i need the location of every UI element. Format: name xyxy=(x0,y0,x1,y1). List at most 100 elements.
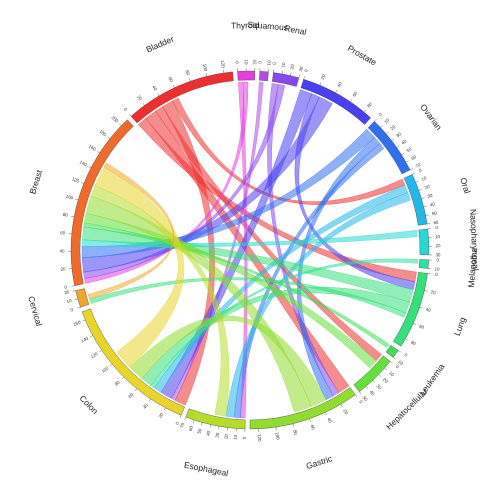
sector-arc xyxy=(353,355,391,392)
tick-mark xyxy=(134,388,137,392)
tick-label: 60 xyxy=(410,154,417,161)
tick-label: 20 xyxy=(289,63,295,69)
tick-mark xyxy=(142,102,145,106)
tick-mark xyxy=(384,367,387,371)
tick-label: 0 xyxy=(303,68,309,72)
tick-mark xyxy=(163,407,166,411)
tick-mark xyxy=(88,166,92,168)
tick-label: 80 xyxy=(366,101,373,108)
tick-label: 10 xyxy=(397,359,404,366)
tick-label: 40 xyxy=(369,389,376,396)
tick-mark xyxy=(350,99,353,102)
tick-mark xyxy=(415,181,419,183)
tick-mark xyxy=(372,380,375,383)
tick-label: 20 xyxy=(252,59,257,65)
tick-mark xyxy=(405,160,409,163)
tick-label: 80 xyxy=(410,340,417,347)
tick-label: 100 xyxy=(274,432,280,441)
tick-mark xyxy=(380,125,383,128)
tick-mark xyxy=(309,418,311,422)
tick-mark xyxy=(409,168,413,171)
tick-label: 20 xyxy=(389,124,396,131)
tick-mark xyxy=(359,391,362,395)
tick-label: 60 xyxy=(310,424,317,431)
tick-label: 0 xyxy=(175,421,181,426)
tick-label: 80 xyxy=(114,379,121,386)
sector-arc xyxy=(81,308,185,416)
tick-label: 100 xyxy=(202,63,209,72)
tick-mark xyxy=(209,424,211,428)
chord xyxy=(172,97,406,205)
tick-label: 60 xyxy=(418,323,425,330)
tick-label: 10 xyxy=(244,59,249,65)
tick-label: 20 xyxy=(430,289,436,295)
tick-label: 40 xyxy=(151,85,158,92)
tick-label: 0 xyxy=(272,62,277,66)
tick-mark xyxy=(77,307,81,309)
tick-mark xyxy=(405,338,409,341)
tick-label: 50 xyxy=(362,395,369,402)
tick-mark xyxy=(72,290,76,292)
tick-mark xyxy=(364,109,367,113)
tick-label: 60 xyxy=(60,230,66,235)
tick-label: 120 xyxy=(71,176,80,184)
tick-mark xyxy=(292,423,294,427)
tick-mark xyxy=(365,386,369,389)
tick-label: 140 xyxy=(80,335,89,343)
chord xyxy=(150,258,418,389)
tick-mark xyxy=(121,376,125,380)
tick-mark xyxy=(128,113,132,117)
tick-mark xyxy=(355,394,358,398)
chord xyxy=(81,96,333,273)
chord xyxy=(83,222,390,348)
tick-mark xyxy=(80,182,84,184)
tick-mark xyxy=(424,290,428,292)
tick-mark xyxy=(390,361,393,364)
tick-mark xyxy=(71,216,75,217)
tick-label: 50 xyxy=(431,210,437,216)
tick-label: 0 xyxy=(70,307,74,313)
sector-label: Squamous xyxy=(247,19,288,32)
tick-label: 40 xyxy=(336,81,343,88)
tick-label: 40 xyxy=(142,402,149,409)
tick-mark xyxy=(109,364,113,367)
tick-mark xyxy=(396,145,400,148)
tick-mark xyxy=(99,350,102,353)
tick-label: 30 xyxy=(375,383,382,390)
chord xyxy=(90,185,230,417)
tick-label: 160 xyxy=(88,144,97,153)
tick-label: 10 xyxy=(233,434,238,440)
tick-mark xyxy=(206,73,208,77)
tick-label: 0 xyxy=(436,258,439,263)
tick-label: 20 xyxy=(224,433,230,439)
sector-arc xyxy=(70,119,134,286)
tick-label: 20 xyxy=(424,184,431,191)
chords xyxy=(81,81,418,419)
tick-mark xyxy=(74,298,78,300)
sector-label: Thyroid xyxy=(231,20,260,31)
tick-label: 100 xyxy=(65,194,74,201)
tick-mark xyxy=(157,93,160,96)
tick-label: 140 xyxy=(79,159,88,167)
tick-label: 30 xyxy=(427,193,434,199)
tick-label: 20 xyxy=(435,243,441,248)
tick-label: 20 xyxy=(136,94,143,101)
tick-mark xyxy=(107,136,110,139)
tick-mark xyxy=(189,78,191,82)
chord xyxy=(153,184,409,393)
tick-label: 10 xyxy=(435,234,441,239)
sector-label: Gastric xyxy=(305,453,334,471)
tick-mark xyxy=(401,153,405,155)
sector-arc xyxy=(75,288,90,308)
tick-label: 0 xyxy=(235,61,240,64)
tick-label: 120 xyxy=(220,60,226,69)
tick-mark xyxy=(118,123,122,126)
tick-mark xyxy=(172,84,175,88)
tick-mark xyxy=(97,151,100,153)
tick-mark xyxy=(335,90,338,93)
tick-label: 20 xyxy=(320,73,327,80)
tick-label: 20 xyxy=(158,412,165,419)
tick-mark xyxy=(184,417,186,420)
chord xyxy=(145,110,350,393)
